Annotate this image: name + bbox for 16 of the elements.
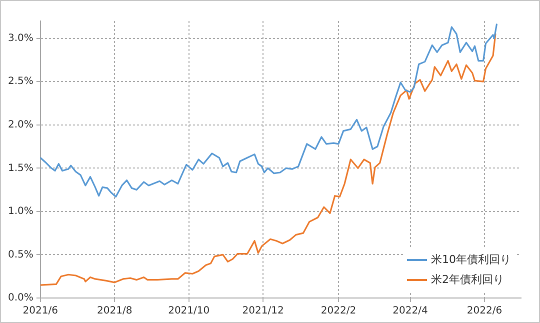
y-tick-label: 3.0%: [8, 32, 34, 44]
x-tick-label: 2021/10: [168, 306, 210, 317]
y-tick-label: 1.5%: [8, 162, 34, 174]
x-tick-label: 2022/2: [320, 306, 356, 317]
x-tick-label: 2022/4: [392, 306, 428, 317]
y-tick-label: 0.0%: [8, 292, 34, 304]
x-tick-label: 2021/6: [22, 306, 58, 317]
y-tick-label: 2.5%: [8, 76, 34, 88]
y-tick-label: 0.5%: [8, 249, 34, 260]
y-tick-label: 1.0%: [8, 206, 34, 218]
y-tick-label: 2.0%: [8, 119, 34, 130]
x-tick-label: 2021/8: [97, 306, 132, 317]
legend-label: 米10年債利回り: [431, 252, 512, 266]
x-tick-label: 2021/12: [242, 306, 284, 317]
legend-label: 米2年債利回り: [431, 272, 504, 286]
x-tick-label: 2022/6: [466, 306, 502, 317]
